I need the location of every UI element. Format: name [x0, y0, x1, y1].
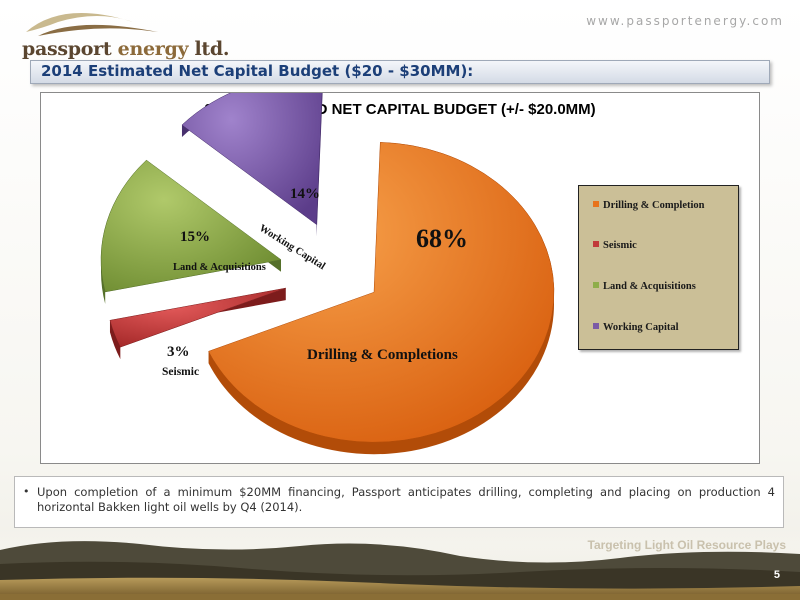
legend-item-seismic: Seismic: [593, 240, 637, 254]
slice-label-name-land: Land & Acquisitions: [173, 262, 266, 273]
legend-item-drilling: Drilling & Completion: [593, 200, 705, 214]
pie-slice-working: [181, 93, 323, 226]
legend-swatch: [593, 282, 599, 288]
legend-swatch: [593, 241, 599, 247]
slice-label-percent-land: 15%: [180, 229, 210, 245]
pie-slice-side-seismic: [109, 288, 286, 360]
legend-swatch: [593, 323, 599, 329]
logo-text: passport energy ltd.: [22, 38, 230, 60]
pie-slice-seismic: [109, 287, 286, 348]
slice-label-percent-seismic: 3%: [167, 344, 190, 360]
bullet-text: Upon completion of a minimum $20MM finan…: [37, 485, 775, 514]
section-title-bar: 2014 Estimated Net Capital Budget ($20 -…: [30, 60, 770, 84]
pie-slice-land: [100, 159, 282, 293]
slice-label-name-seismic: Seismic: [162, 366, 200, 378]
pie-slice-drilling: [208, 142, 555, 443]
slice-label-percent-working: 14%: [290, 186, 320, 202]
website-url: www.passportenergy.com: [586, 14, 784, 28]
slice-label-name-drilling: Drilling & Completions: [307, 347, 458, 363]
footer-tagline: Targeting Light Oil Resource Plays: [587, 538, 787, 552]
mountain-arc-logo-icon: [26, 13, 158, 36]
legend-item-working: Working Capital: [593, 322, 679, 336]
chart-frame: 2014 ESTIMATED NET CAPITAL BUDGET (+/- $…: [40, 92, 760, 464]
chart-legend: Drilling & Completion Seismic Land & Acq…: [578, 185, 739, 350]
page-number: 5: [773, 569, 780, 581]
company-logo: passport energy ltd.: [8, 4, 230, 64]
pie-chart: [100, 93, 555, 455]
slice-label-percent-drilling: 68%: [416, 224, 468, 253]
section-title: 2014 Estimated Net Capital Budget ($20 -…: [41, 62, 474, 80]
legend-item-land: Land & Acquisitions: [593, 281, 696, 295]
prairie-landscape-photo: [0, 528, 800, 600]
footer-landscape: [0, 528, 800, 600]
bullet-dot: •: [23, 485, 30, 498]
legend-swatch: [593, 201, 599, 207]
bullet-box: • Upon completion of a minimum $20MM fin…: [14, 476, 784, 528]
